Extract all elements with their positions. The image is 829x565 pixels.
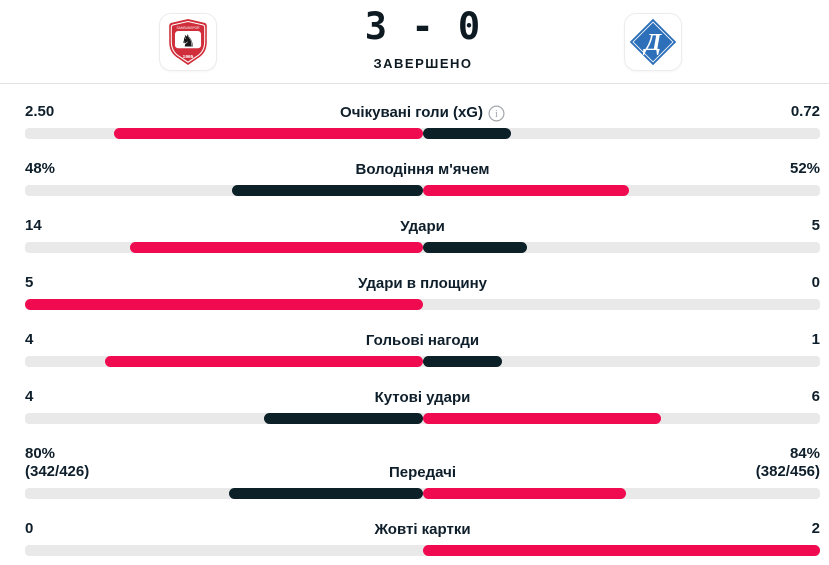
stat-label: Передачі — [389, 464, 456, 481]
home-stat-value: 4 — [25, 388, 34, 405]
away-stat-detail: (382/456) — [755, 463, 820, 480]
away-stat-bar — [422, 185, 630, 196]
away-stat-values: 0.72 — [513, 103, 820, 121]
stat-row: 0 Жовті картки 2 — [25, 520, 820, 556]
stat-head: 4 Гольові нагоди 1 — [25, 331, 820, 349]
stat-head: 80% (342/426) Передачі 84% (382/456) — [25, 445, 820, 481]
home-team-logo[interactable]: SAMSUNSPOR ♞ 1965 — [159, 13, 217, 71]
away-stat-value: 5 — [811, 217, 821, 234]
stat-head: 14 Удари 5 — [25, 217, 820, 235]
away-stat-values: 6 — [478, 388, 820, 406]
away-stat-bar — [422, 356, 502, 367]
away-stat-values: 1 — [487, 331, 820, 349]
home-stat-bar — [263, 413, 423, 424]
stat-head: 2.50 Очікувані голи (xG) i 0.72 — [25, 103, 820, 122]
away-team-logo[interactable]: Д — [624, 13, 682, 71]
stat-label: Кутові удари — [374, 389, 471, 406]
svg-text:i: i — [495, 109, 498, 120]
home-stat-values: 4 — [25, 331, 358, 349]
crest-top-text: SAMSUNSPOR — [177, 26, 201, 30]
home-stat-bar — [129, 242, 423, 253]
match-score: 3 - 0 — [364, 5, 482, 48]
stat-row: 80% (342/426) Передачі 84% (382/456) — [25, 445, 820, 499]
away-stat-bar — [422, 488, 627, 499]
score-block: 3 - 0 ЗАВЕРШЕНО — [364, 5, 482, 72]
away-stat-value: 2 — [811, 520, 820, 537]
home-stat-value: 80% — [25, 445, 56, 462]
stat-bar-track — [25, 356, 820, 367]
stat-label: Гольові нагоди — [365, 332, 480, 349]
away-stat-value: 0.72 — [790, 103, 821, 120]
home-stat-detail: (342/426) — [25, 463, 90, 480]
away-stat-bar — [422, 242, 528, 253]
away-stat-value: 84% — [789, 445, 820, 462]
away-stat-value: 52% — [789, 160, 821, 177]
crest-letter: Д — [643, 29, 663, 56]
away-stat-bar — [422, 413, 661, 424]
home-stat-values: 48% — [25, 160, 348, 178]
home-stat-values: 0 — [25, 520, 366, 538]
home-stat-value: 14 — [25, 217, 42, 234]
info-icon[interactable]: i — [488, 105, 505, 122]
stat-head: 5 Удари в площину 0 — [25, 274, 820, 292]
stat-row: 4 Гольові нагоди 1 — [25, 331, 820, 367]
away-stat-value: 0 — [811, 274, 820, 291]
away-stat-values: 2 — [479, 520, 820, 538]
home-stat-bar — [113, 128, 423, 139]
home-stat-bar — [231, 185, 423, 196]
home-stat-bar — [228, 488, 423, 499]
home-stat-values: 4 — [25, 388, 367, 406]
stat-head: 0 Жовті картки 2 — [25, 520, 820, 538]
stats-list: 2.50 Очікувані голи (xG) i 0.72 — [0, 84, 829, 556]
home-stat-value: 0 — [25, 520, 34, 537]
away-stat-values: 5 — [453, 217, 820, 235]
away-stat-values: 0 — [495, 274, 820, 292]
stat-bar-track — [25, 413, 820, 424]
match-status: ЗАВЕРШЕНО — [373, 56, 473, 71]
stat-head: 4 Кутові удари 6 — [25, 388, 820, 406]
stat-label: Володіння м'ячем — [355, 161, 490, 178]
home-stat-value: 4 — [25, 331, 34, 348]
horse-icon: ♞ — [181, 32, 196, 51]
home-stat-values: 5 — [25, 274, 350, 292]
away-stat-bar — [422, 128, 512, 139]
away-stat-values: 84% (382/456) — [464, 445, 820, 481]
home-stat-value: 48% — [25, 160, 56, 177]
stat-row: 5 Удари в площину 0 — [25, 274, 820, 310]
stat-row: 2.50 Очікувані голи (xG) i 0.72 — [25, 103, 820, 139]
home-stat-values: 14 — [25, 217, 392, 235]
crest-bottom-text: 1965 — [183, 54, 194, 60]
home-stat-values: 2.50 — [25, 103, 332, 121]
samsunspor-crest-icon: SAMSUNSPOR ♞ 1965 — [169, 19, 207, 65]
stat-label: Удари — [400, 218, 445, 235]
stat-bar-track — [25, 545, 820, 556]
stat-bar-track — [25, 299, 820, 310]
stat-bar-track — [25, 185, 820, 196]
away-stat-value: 1 — [811, 331, 820, 348]
away-stat-bar — [422, 545, 820, 556]
dynamo-crest-icon: Д — [629, 18, 677, 66]
away-stat-values: 52% — [498, 160, 821, 178]
stat-label: Жовті картки — [374, 521, 471, 538]
home-stat-values: 80% (342/426) — [25, 445, 381, 481]
home-stat-bar — [25, 299, 423, 310]
home-stat-value: 2.50 — [25, 103, 55, 120]
stat-head: 48% Володіння м'ячем 52% — [25, 160, 820, 178]
stat-row: 14 Удари 5 — [25, 217, 820, 253]
stat-row: 48% Володіння м'ячем 52% — [25, 160, 820, 196]
stat-label: Удари в площину — [357, 275, 488, 292]
stat-bar-track — [25, 488, 820, 499]
stat-row: 4 Кутові удари 6 — [25, 388, 820, 424]
stat-label: Очікувані голи (xG) — [340, 104, 483, 121]
stat-bar-track — [25, 128, 820, 139]
away-stat-value: 6 — [811, 388, 821, 405]
match-header: SAMSUNSPOR ♞ 1965 3 - 0 ЗАВЕРШЕНО Д — [0, 0, 829, 84]
home-stat-value: 5 — [25, 274, 34, 291]
stat-bar-track — [25, 242, 820, 253]
home-stat-bar — [104, 356, 423, 367]
